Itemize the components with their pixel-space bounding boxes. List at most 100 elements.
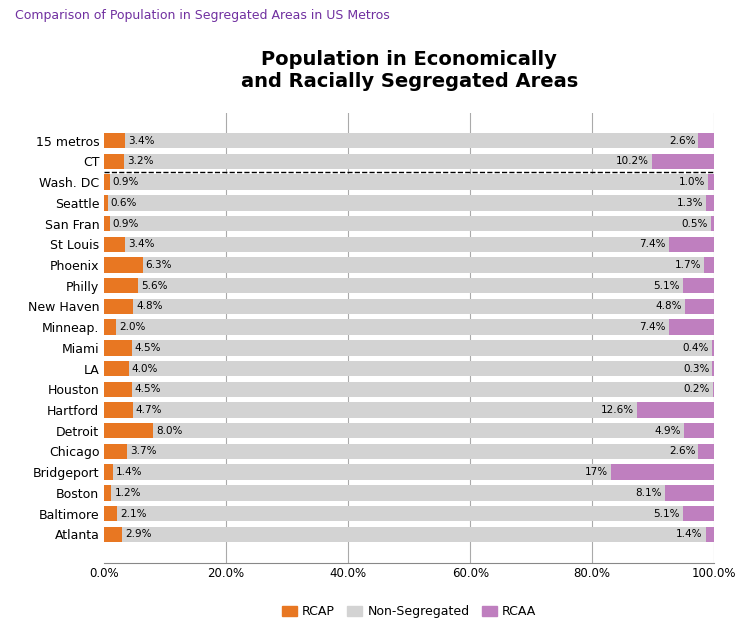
Bar [652,154,714,169]
Bar [104,526,714,542]
Bar [699,133,714,149]
Bar [713,381,714,397]
Text: 7.4%: 7.4% [640,322,666,332]
Bar [712,340,714,356]
Bar [104,361,714,376]
Text: 2.0%: 2.0% [120,322,146,332]
Bar [104,154,124,169]
Bar [104,381,714,397]
Bar [104,236,714,252]
Bar [104,278,138,294]
Text: 8.0%: 8.0% [156,426,182,436]
Text: 2.1%: 2.1% [120,509,147,519]
Text: 4.0%: 4.0% [132,364,158,374]
Text: 4.7%: 4.7% [136,405,162,415]
Text: 0.9%: 0.9% [112,177,139,187]
Text: 5.1%: 5.1% [653,281,680,291]
Bar [104,174,714,190]
Text: 6.3%: 6.3% [146,260,172,270]
Text: 1.3%: 1.3% [677,198,703,208]
Bar [669,236,714,252]
Bar [684,423,714,439]
Bar [104,340,714,356]
Bar [104,319,116,335]
Text: 3.2%: 3.2% [126,156,153,166]
Bar [706,195,714,211]
Bar [104,526,122,542]
Text: 4.8%: 4.8% [136,301,163,311]
Bar [104,278,714,294]
Text: Comparison of Population in Segregated Areas in US Metros: Comparison of Population in Segregated A… [15,9,390,22]
Text: 2.6%: 2.6% [669,446,696,456]
Legend: RCAP, Non-Segregated, RCAA: RCAP, Non-Segregated, RCAA [277,600,542,623]
Bar [104,319,714,335]
Bar [104,299,133,314]
Text: 7.4%: 7.4% [640,239,666,249]
Text: 12.6%: 12.6% [601,405,635,415]
Text: 1.2%: 1.2% [115,488,141,498]
Bar [104,464,112,480]
Bar [104,506,714,521]
Bar [104,381,132,397]
Text: 5.6%: 5.6% [141,281,168,291]
Text: 4.9%: 4.9% [655,426,682,436]
Bar [104,216,109,231]
Bar [706,526,714,542]
Text: 3.4%: 3.4% [128,136,155,146]
Bar [683,506,714,521]
Bar [638,402,714,418]
Text: 4.5%: 4.5% [135,343,161,353]
Text: 8.1%: 8.1% [635,488,661,498]
Bar [104,174,109,190]
Bar [683,278,714,294]
Text: 1.7%: 1.7% [674,260,701,270]
Text: 4.8%: 4.8% [655,301,682,311]
Bar [669,319,714,335]
Bar [104,402,714,418]
Bar [104,340,132,356]
Text: 0.6%: 0.6% [111,198,137,208]
Text: 10.2%: 10.2% [616,156,649,166]
Bar [104,216,714,231]
Text: 0.3%: 0.3% [683,364,709,374]
Bar [104,423,153,439]
Text: 0.4%: 0.4% [682,343,709,353]
Bar [104,195,108,211]
Bar [104,444,126,459]
Bar [104,133,125,149]
Text: 17%: 17% [584,467,608,477]
Bar [713,361,714,376]
Bar [708,174,714,190]
Bar [104,444,714,459]
Bar [104,423,714,439]
Text: 0.5%: 0.5% [682,219,708,229]
Bar [104,258,143,272]
Text: 0.9%: 0.9% [112,219,139,229]
Text: 1.0%: 1.0% [679,177,705,187]
Bar [104,195,714,211]
Bar [665,485,714,501]
Bar [611,464,714,480]
Bar [104,236,125,252]
Text: 4.5%: 4.5% [135,384,161,394]
Text: 5.1%: 5.1% [653,509,680,519]
Text: 2.9%: 2.9% [125,529,151,539]
Bar [699,444,714,459]
Bar [104,154,714,169]
Text: 0.2%: 0.2% [684,384,710,394]
Bar [104,485,714,501]
Bar [104,361,129,376]
Text: 3.4%: 3.4% [128,239,155,249]
Bar [104,299,714,314]
Text: 1.4%: 1.4% [116,467,142,477]
Bar [104,258,714,272]
Bar [104,402,133,418]
Text: 3.7%: 3.7% [129,446,156,456]
Bar [104,506,117,521]
Text: 1.4%: 1.4% [676,529,702,539]
Text: 2.6%: 2.6% [669,136,696,146]
Bar [685,299,714,314]
Text: Population in Economically
and Racially Segregated Areas: Population in Economically and Racially … [240,49,578,91]
Bar [711,216,714,231]
Bar [704,258,714,272]
